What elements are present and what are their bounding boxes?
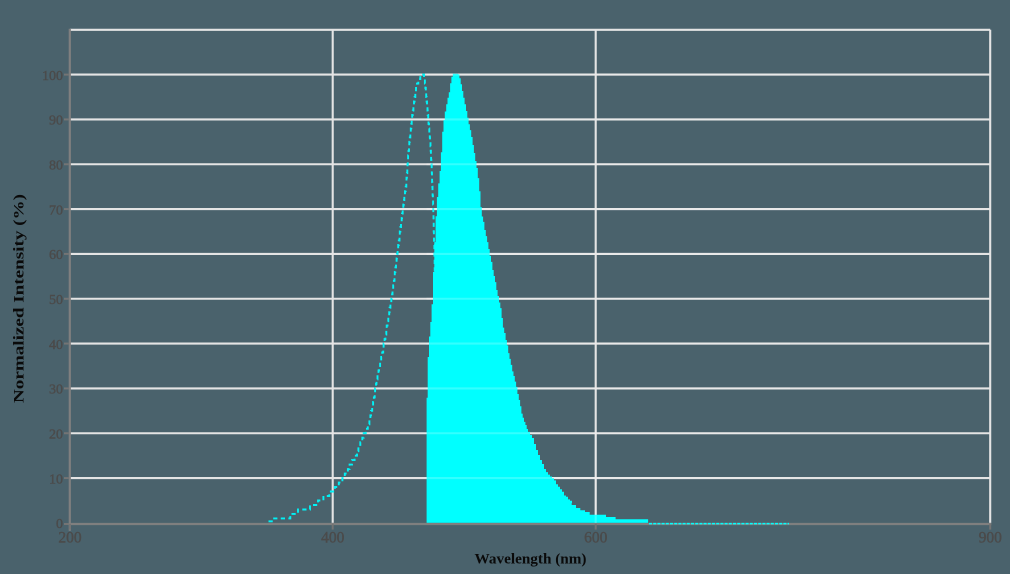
svg-text:40: 40 <box>49 338 63 353</box>
svg-text:Normalized Intensity (%): Normalized Intensity (%) <box>12 194 28 403</box>
svg-text:70: 70 <box>49 203 63 218</box>
svg-text:60: 60 <box>49 248 63 263</box>
svg-text:600: 600 <box>584 530 608 547</box>
svg-text:50: 50 <box>49 293 63 308</box>
svg-text:200: 200 <box>58 530 82 547</box>
svg-text:10: 10 <box>49 472 63 487</box>
svg-text:100: 100 <box>42 69 63 84</box>
svg-text:Wavelength (nm): Wavelength (nm) <box>475 552 587 568</box>
svg-text:30: 30 <box>49 383 63 398</box>
svg-text:900: 900 <box>979 530 1003 547</box>
svg-text:20: 20 <box>49 428 63 443</box>
svg-text:400: 400 <box>321 530 345 547</box>
svg-text:80: 80 <box>49 159 63 174</box>
svg-text:0: 0 <box>56 517 63 532</box>
svg-text:90: 90 <box>49 114 63 129</box>
